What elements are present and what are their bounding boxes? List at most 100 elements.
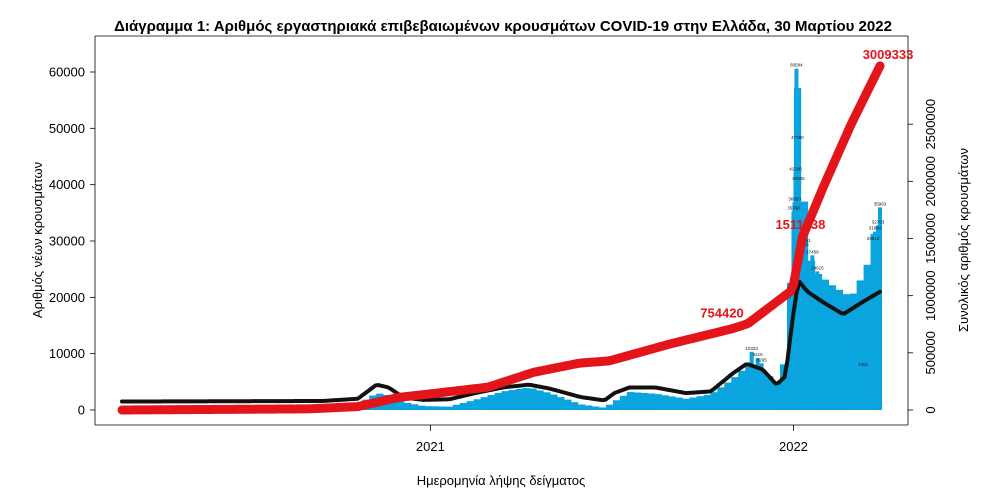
- cumulative-layer: [117, 61, 885, 415]
- cumulative-value-label: 1511438: [775, 217, 825, 232]
- bar: [487, 395, 495, 410]
- bar: [515, 388, 523, 410]
- bar-value-label: 35963: [874, 201, 887, 206]
- bar-value-label: 35268: [787, 205, 800, 210]
- x-axis-title: Ημερομηνία λήψης δείγματος: [417, 473, 586, 488]
- bar-value-label: 8295: [757, 357, 768, 362]
- right-axis-ticks: 0 500000 1000000 1500000 2000000 2500000: [908, 99, 938, 414]
- bar: [675, 397, 683, 410]
- left-tick-label: 60000: [49, 65, 85, 80]
- bar: [668, 396, 676, 410]
- bar: [473, 399, 481, 410]
- bar: [724, 382, 732, 410]
- bar-peak: [871, 242, 876, 410]
- axes: [94, 35, 909, 426]
- right-tick-label: 500000: [923, 331, 938, 374]
- left-tick-label: 50000: [49, 121, 85, 136]
- bar: [849, 293, 857, 410]
- bar: [835, 289, 843, 410]
- bar: [821, 279, 830, 410]
- cumulative-line: [117, 61, 885, 415]
- bar: [438, 406, 447, 410]
- bar: [501, 391, 509, 410]
- bar: [619, 395, 628, 410]
- bar: [578, 404, 586, 410]
- bar: [522, 387, 530, 410]
- bar: [605, 404, 614, 410]
- bar: [647, 393, 655, 410]
- right-tick-label: 0: [923, 406, 938, 413]
- bar-value-label: 9215: [753, 352, 764, 357]
- x-tick-label: 2021: [416, 439, 445, 454]
- bar-value-label: 29812: [867, 236, 880, 241]
- bar-peak: [749, 351, 754, 410]
- left-tick-label: 30000: [49, 234, 85, 249]
- bar: [863, 264, 871, 410]
- right-tick-label: 2500000: [923, 99, 938, 150]
- left-axis-title: Αριθμός νέων κρουσμάτων: [30, 162, 45, 318]
- bar: [738, 370, 746, 410]
- bar: [592, 406, 600, 410]
- bar-peak: [861, 367, 866, 410]
- bar-value-label: 60584: [790, 63, 803, 68]
- bar: [404, 402, 412, 410]
- bar: [550, 394, 558, 410]
- bar: [780, 364, 788, 410]
- bar: [508, 390, 516, 410]
- bar: [612, 400, 621, 410]
- bar: [417, 405, 426, 410]
- bar: [445, 406, 454, 410]
- right-tick-label: 1000000: [923, 270, 938, 321]
- right-tick-label: 2000000: [923, 156, 938, 207]
- bar: [424, 406, 433, 410]
- bar: [459, 402, 467, 410]
- bar: [397, 400, 405, 410]
- bar-peak: [810, 255, 815, 410]
- bar-value-label: 24615: [811, 265, 824, 270]
- right-axis-title: Συνολικός αριθμός κρουσμάτων: [956, 148, 971, 332]
- left-tick-label: 0: [78, 403, 85, 418]
- bar-peak: [796, 181, 801, 410]
- bar: [842, 294, 850, 410]
- bar: [466, 401, 474, 410]
- bar-peak: [759, 363, 764, 410]
- bar: [564, 399, 572, 410]
- left-tick-label: 40000: [49, 177, 85, 192]
- bar: [452, 404, 461, 410]
- x-tick-label: 2022: [779, 439, 808, 454]
- bar-value-label: 7461: [858, 362, 869, 367]
- bar-value-label: 42200: [789, 166, 802, 171]
- bar-peak: [876, 225, 881, 410]
- bar: [710, 392, 718, 410]
- bar: [661, 395, 669, 410]
- left-tick-label: 20000: [49, 290, 85, 305]
- bar: [703, 394, 711, 410]
- cumulative-labels-layer: 754420 1511438 3009333: [700, 47, 913, 321]
- bar-value-label: 10323: [745, 346, 758, 351]
- left-tick-label: 10000: [49, 346, 85, 361]
- bar: [766, 376, 774, 410]
- bar: [717, 387, 725, 410]
- bar: [773, 381, 781, 410]
- bar-value-label: 36850: [788, 196, 801, 201]
- bar: [640, 392, 649, 410]
- bar: [654, 394, 662, 410]
- bar-value-label: 31664: [869, 226, 882, 231]
- bar-value-label: 27459: [806, 249, 819, 254]
- chart-title: Διάγραμμα 1: Αριθμός εργαστηριακά επιβεβ…: [114, 18, 892, 35]
- bar: [410, 404, 419, 410]
- bar: [856, 280, 864, 410]
- bar: [731, 377, 739, 410]
- bar-peak: [755, 358, 760, 410]
- bar: [529, 388, 537, 410]
- cumulative-value-label: 754420: [700, 306, 743, 321]
- bar: [598, 407, 607, 410]
- bar: [494, 392, 502, 410]
- weekly-avg-layer: [120, 277, 882, 404]
- bar: [682, 398, 690, 410]
- bar: [585, 405, 593, 410]
- bar-value-label: 40505: [792, 176, 805, 181]
- bar: [571, 402, 579, 410]
- bar: [390, 397, 398, 410]
